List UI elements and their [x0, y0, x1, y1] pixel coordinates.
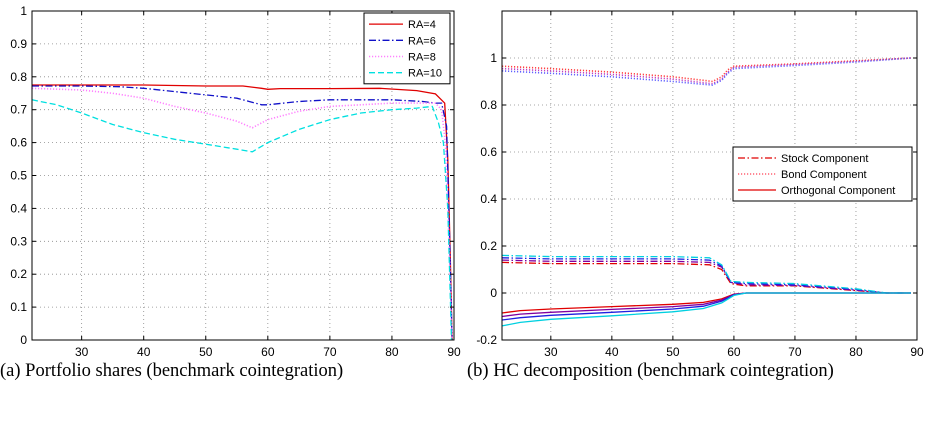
legend-label: Orthogonal Component — [781, 185, 895, 197]
y-tick-label: 0.8 — [10, 70, 27, 84]
x-tick-label: 70 — [788, 345, 802, 359]
legend-label: RA=6 — [408, 35, 436, 47]
caption-b: (b) HC decomposition (benchmark cointegr… — [467, 361, 834, 381]
panel-hc-decomposition: 30 40 50 60 70 80 90 -0.2 0 0.2 0.4 0.6 0.8 1 Stock Co… — [463, 0, 926, 429]
x-tick-label: 50 — [199, 345, 213, 359]
y-tick-label: 0 — [490, 286, 497, 300]
y-tick-label: 0.8 — [480, 98, 497, 112]
chart-hc-decomposition: 30 40 50 60 70 80 90 -0.2 0 0.2 0.4 0.6 0.8 1 Stock Co… — [476, 10, 924, 359]
y-tick-label: 0 — [20, 333, 27, 347]
y-tick-label: 0.4 — [480, 192, 497, 206]
x-tick-label: 80 — [385, 345, 399, 359]
x-tick-label: 60 — [727, 345, 741, 359]
y-tick-label: 1 — [490, 51, 497, 65]
x-tick-label: 90 — [910, 345, 924, 359]
x-tick-label: 40 — [137, 345, 151, 359]
y-tick-label: 0.4 — [10, 201, 27, 215]
x-tick-label: 80 — [849, 345, 863, 359]
legend-box — [363, 12, 451, 85]
chart-a-legend: RA=4 RA=6 RA=8 RA=10 — [363, 12, 451, 85]
series-line-ra-10 — [31, 99, 453, 341]
x-tick-label: 70 — [323, 345, 337, 359]
legend-label: RA=4 — [408, 19, 436, 31]
legend-label: RA=8 — [408, 52, 436, 64]
chart-b-axes-frame — [501, 10, 918, 341]
y-tick-label: 0.2 — [10, 267, 27, 281]
series-line-ra-4 — [32, 84, 453, 341]
y-tick-label: 0.9 — [10, 37, 27, 51]
y-tick-label: 0.6 — [10, 136, 27, 150]
x-tick-label: 50 — [666, 345, 680, 359]
x-tick-label: 30 — [75, 345, 89, 359]
series-line-bond-1 — [501, 57, 911, 85]
series-line-ra-6 — [32, 85, 453, 341]
caption-a: (a) Portfolio shares (benchmark cointegr… — [0, 361, 344, 381]
y-tick-label: 0.5 — [10, 169, 27, 183]
series-line-ra-8 — [31, 87, 453, 341]
series-line-orthogonal-10 — [501, 292, 911, 327]
x-tick-label: 90 — [447, 345, 461, 359]
series-line-bond-2 — [501, 57, 911, 86]
chart-portfolio-shares: 30 40 50 60 70 80 90 0 0.1 0.2 0.3 0.4 0.5 0.6 0.7 0.8 0… — [10, 4, 461, 359]
y-tick-label: 0.7 — [10, 103, 27, 117]
y-tick-label: 0.6 — [480, 145, 497, 159]
y-tick-label: -0.2 — [476, 333, 497, 347]
x-tick-label: 30 — [544, 345, 558, 359]
legend-label: Stock Component — [781, 153, 868, 165]
y-tick-label: 0.3 — [10, 234, 27, 248]
x-tick-label: 40 — [605, 345, 619, 359]
legend-label: Bond Component — [781, 169, 867, 181]
x-tick-label: 60 — [261, 345, 275, 359]
y-tick-label: 0.1 — [10, 300, 27, 314]
series-line-stock-6 — [501, 254, 911, 294]
y-tick-label: 0.2 — [480, 239, 497, 253]
legend-label: RA=10 — [408, 68, 442, 80]
chart-b-legend: Stock Component Bond Component Orthogonal … — [732, 146, 913, 202]
y-tick-label: 1 — [20, 4, 27, 18]
panel-portfolio-shares: 30 40 50 60 70 80 90 0 0.1 0.2 0.3 0.4 0.5 0.6 0.7 0.8 0… — [0, 4, 461, 381]
